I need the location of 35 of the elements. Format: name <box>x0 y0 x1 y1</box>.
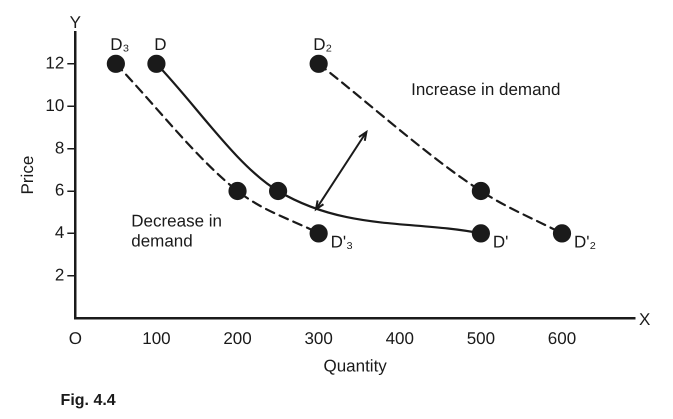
annotation: D'₃ <box>330 232 354 252</box>
point <box>310 224 328 242</box>
x-tick-label: 400 <box>386 329 414 348</box>
x-axis-title: Quantity <box>324 356 388 376</box>
annotation: Increase in demand <box>411 80 560 99</box>
text: X <box>639 310 650 330</box>
text: Y <box>70 13 81 32</box>
point <box>228 182 247 200</box>
y-tick-label: 12 <box>45 53 64 72</box>
point <box>310 54 328 73</box>
y-tick-label: 6 <box>54 180 64 200</box>
caption: Fig. 4.4 <box>60 392 116 409</box>
x-tick-label: 600 <box>548 329 576 348</box>
point <box>552 224 572 242</box>
y-axis-title: Price <box>18 156 37 194</box>
annotation: D' <box>492 232 508 252</box>
annotation: Decrease in demand <box>131 212 222 251</box>
point <box>268 182 288 200</box>
point <box>472 182 490 200</box>
x-tick-label: 100 <box>142 329 171 348</box>
x-tick-label: 500 <box>466 329 496 348</box>
point <box>472 224 490 242</box>
y-tick-label: 4 <box>54 223 64 242</box>
x-tick-label: 200 <box>223 329 252 348</box>
x-tick-label: 300 <box>304 329 333 348</box>
series-label: D₃ <box>110 34 130 54</box>
y-tick-label: 2 <box>54 265 64 284</box>
x-tick-label: O <box>68 329 82 348</box>
y-tick-label: 8 <box>54 138 64 158</box>
series-label: D <box>154 34 167 54</box>
annotation: D'₂ <box>574 232 596 252</box>
point <box>106 54 125 73</box>
y-tick-label: 10 <box>45 96 64 115</box>
series-label: D₂ <box>313 34 332 54</box>
point <box>147 54 166 73</box>
